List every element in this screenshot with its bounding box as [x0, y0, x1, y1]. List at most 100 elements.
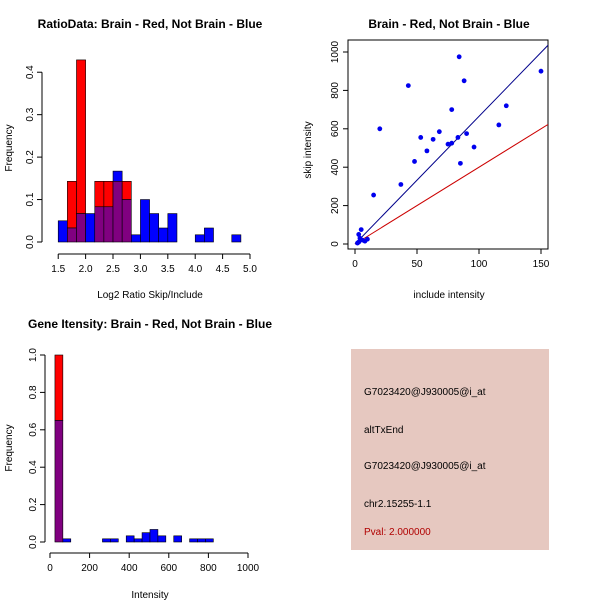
- scatter-point: [377, 126, 383, 132]
- gene-bar-not-brain: [102, 538, 111, 543]
- gene-x-tick-label: 200: [81, 563, 98, 574]
- ratio-bar-not-brain: [194, 234, 205, 243]
- info-location: chr2.15255-1.1: [364, 499, 432, 510]
- ratio-x-tick-label: 4.0: [188, 264, 202, 275]
- gene-intensity-title: Gene Itensity: Brain - Red, Not Brain - …: [28, 317, 272, 331]
- intensity-scatter-ylabel: skip intensity: [303, 121, 314, 178]
- ratio-bar-overlap: [112, 181, 123, 243]
- ratio-bar-brain: [94, 181, 105, 208]
- scatter-point: [358, 227, 364, 233]
- info-event-type: altTxEnd: [364, 425, 404, 436]
- ratio-bar-overlap: [94, 206, 105, 243]
- gene-y-tick-label: 0.6: [28, 422, 39, 436]
- scatter-point: [496, 122, 502, 128]
- scatter-y-tick-label: 0: [330, 241, 341, 247]
- gene-intensity-histogram: Gene Itensity: Brain - Red, Not Brain - …: [4, 317, 272, 601]
- scatter-point: [365, 236, 370, 242]
- ratio-y-tick-label: 0.2: [25, 150, 36, 164]
- scatter-point: [456, 54, 462, 60]
- info-probe-id: G7023420@J930005@i_at: [364, 387, 486, 398]
- ratio-y-tick-label: 0.4: [25, 65, 36, 79]
- ratio-bar-not-brain: [158, 227, 169, 243]
- gene-intensity-ylabel: Frequency: [4, 424, 15, 471]
- ratio-bar-not-brain: [149, 213, 159, 243]
- scatter-plot-area: [354, 44, 548, 246]
- gene-info-panel: G7023420@J930005@i_at altTxEnd G7023420@…: [351, 349, 549, 550]
- scatter-point: [356, 232, 362, 237]
- scatter-y-tick-label: 200: [330, 197, 341, 214]
- ratio-bar-not-brain: [57, 220, 68, 243]
- scatter-y-tick-label: 600: [330, 120, 341, 137]
- info-probe-id-2: G7023420@J930005@i_at: [364, 461, 486, 472]
- ratio-bar-overlap: [103, 206, 114, 243]
- ratio-x-tick-label: 2.5: [106, 264, 120, 275]
- info-pval: Pval: 2.000000: [364, 527, 431, 538]
- scatter-fit-line-red: [354, 123, 548, 245]
- gene-intensity-xlabel: Intensity: [131, 590, 168, 600]
- scatter-point: [449, 107, 455, 112]
- gene-bar-not-brain: [133, 538, 143, 543]
- gene-x-tick-label: 1000: [237, 563, 260, 574]
- scatter-point: [503, 103, 509, 109]
- scatter-point: [436, 129, 442, 135]
- gene-x-tick-label: 800: [200, 563, 217, 574]
- ratio-bar-brain: [76, 59, 86, 214]
- gene-x-tick-label: 600: [160, 563, 177, 574]
- ratio-bar-not-brain: [231, 234, 242, 243]
- ratio-y-tick-label: 0.1: [25, 192, 36, 206]
- scatter-point: [355, 240, 360, 246]
- scatter-point: [449, 140, 455, 146]
- gene-bar-not-brain: [173, 535, 182, 543]
- gene-bar-not-brain: [62, 538, 72, 543]
- intensity-scatter: Brain - Red, Not Brain - Blue include in…: [303, 17, 550, 301]
- scatter-point: [371, 192, 376, 198]
- gene-y-tick-label: 0.2: [28, 497, 39, 511]
- ratio-bar-overlap: [121, 199, 132, 243]
- scatter-frame: [347, 39, 549, 250]
- ratio-histogram: RatioData: Brain - Red, Not Brain - Blue…: [4, 17, 263, 301]
- ratio-histogram-title: RatioData: Brain - Red, Not Brain - Blue: [38, 17, 263, 31]
- gene-bar-not-brain: [110, 538, 119, 543]
- scatter-x-tick-label: 100: [471, 259, 488, 270]
- gene-bar-not-brain: [205, 538, 214, 543]
- ratio-x-tick-label: 4.5: [216, 264, 230, 275]
- gene-y-tick-label: 0.0: [28, 535, 39, 549]
- scatter-point: [471, 144, 477, 150]
- ratio-bar-not-brain: [167, 213, 178, 243]
- gene-x-tick-label: 0: [47, 563, 53, 574]
- ratio-bar-not-brain: [130, 234, 141, 243]
- scatter-point: [458, 160, 463, 166]
- intensity-scatter-xlabel: include intensity: [413, 290, 484, 301]
- ratio-bar-not-brain: [85, 213, 96, 243]
- ratio-x-tick-label: 3.5: [161, 264, 175, 275]
- gene-bar-not-brain: [141, 532, 151, 543]
- gene-y-tick-label: 1.0: [28, 348, 39, 362]
- scatter-point: [455, 135, 461, 140]
- gene-y-tick-label: 0.4: [28, 460, 39, 474]
- ratio-bar-not-brain: [112, 170, 123, 182]
- ratio-bar-brain: [103, 181, 114, 208]
- ratio-bar-overlap: [76, 213, 86, 243]
- gene-y-tick-label: 0.8: [28, 385, 39, 399]
- ratio-histogram-xlabel: Log2 Ratio Skip/Include: [97, 290, 203, 301]
- ratio-y-tick-label: 0.3: [25, 107, 36, 121]
- ratio-x-tick-label: 5.0: [243, 264, 257, 275]
- scatter-point: [461, 78, 467, 84]
- scatter-y-tick-label: 400: [330, 158, 341, 175]
- gene-bar-brain: [54, 354, 64, 421]
- ratio-histogram-ylabel: Frequency: [4, 124, 15, 171]
- scatter-y-tick-label: 1000: [330, 40, 341, 63]
- gene-bar-not-brain: [189, 538, 198, 543]
- gene-bar-not-brain: [197, 538, 206, 543]
- gene-bar-overlap: [54, 420, 64, 543]
- gene-x-tick-label: 400: [121, 563, 138, 574]
- ratio-bar-overlap: [67, 227, 77, 243]
- ratio-x-tick-label: 2.0: [79, 264, 93, 275]
- ratio-bar-not-brain: [140, 199, 150, 243]
- scatter-point: [398, 182, 404, 187]
- scatter-fit-line-blue: [354, 44, 548, 245]
- scatter-point: [424, 148, 430, 154]
- gene-bar-not-brain: [157, 535, 167, 543]
- scatter-point: [412, 159, 417, 164]
